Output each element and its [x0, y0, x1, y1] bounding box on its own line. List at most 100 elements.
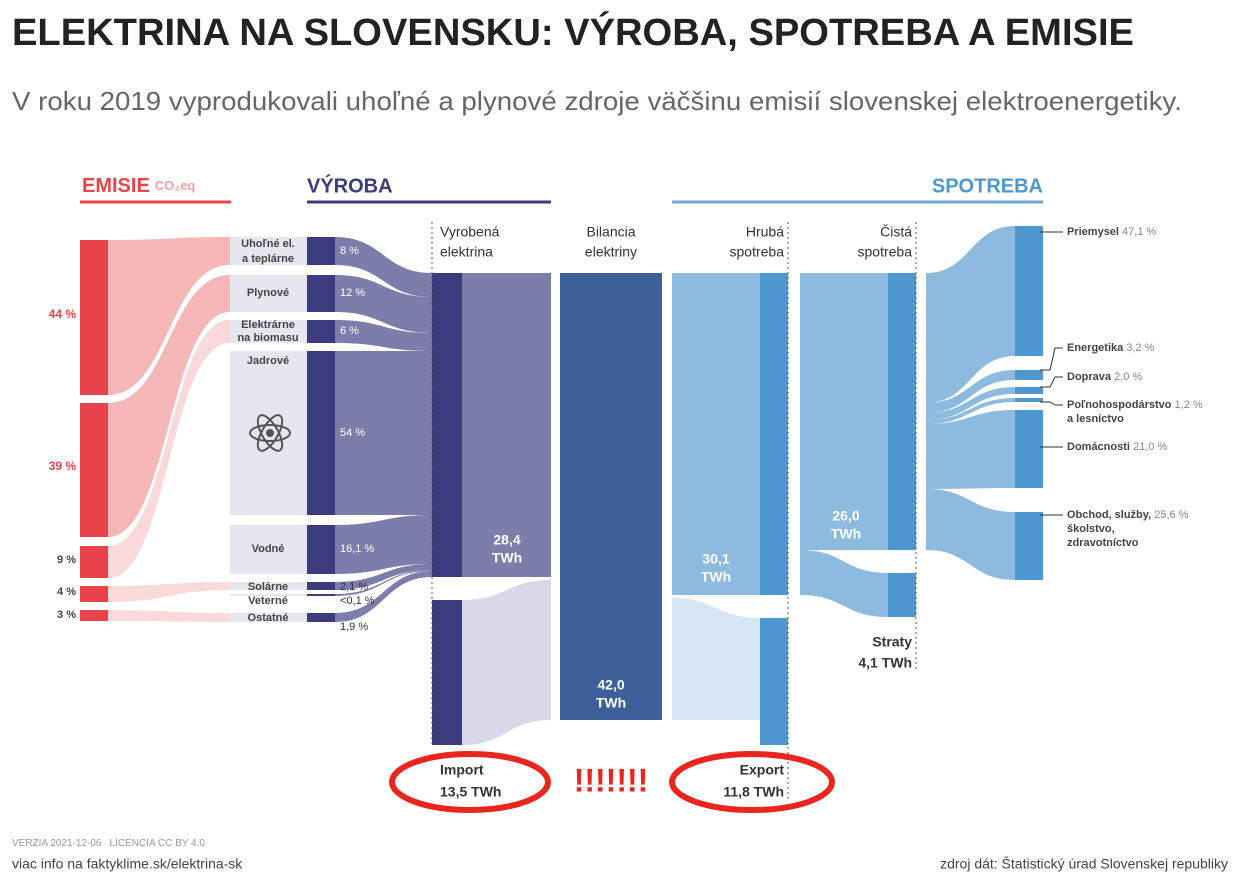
- sector-name: Energetika: [1067, 342, 1124, 354]
- sector-bar: [1015, 410, 1043, 488]
- sector-name: Priemysel: [1067, 226, 1119, 238]
- net-area: [800, 273, 888, 550]
- sector-bar: [1015, 512, 1043, 580]
- source-share: 2,1 %: [340, 581, 368, 593]
- production-flow: [335, 515, 432, 574]
- sector-label: a lesníctvo: [1067, 413, 1124, 425]
- sector-flow: [926, 370, 1015, 413]
- source-label: Plynové: [247, 287, 289, 299]
- emission-labels: 44 % 39 % 9 % 4 % 3 %: [49, 307, 77, 621]
- production-flow: [335, 564, 432, 590]
- source-label: Vodné: [252, 543, 285, 555]
- export-flow: [672, 598, 760, 720]
- column-label: Čistá: [880, 224, 912, 240]
- import-flow: [462, 580, 551, 745]
- source-label: na biomasu: [237, 332, 298, 344]
- column-value: TWh: [701, 569, 731, 585]
- emission-share: 4 %: [57, 586, 76, 598]
- sector-bar: [1015, 226, 1043, 356]
- source-label: Veterné: [248, 595, 288, 607]
- production-flow: [335, 571, 432, 622]
- source-label: Ostatné: [248, 612, 289, 624]
- column-label: elektrina: [440, 244, 493, 260]
- column-value: 30,1: [702, 551, 729, 567]
- source-label: Jadrové: [247, 355, 289, 367]
- footer-link[interactable]: viac info na faktyklime.sk/elektrina-sk: [12, 856, 243, 872]
- source-labels: Uhoľné el. a teplárne Plynové Elektrárne…: [237, 238, 374, 633]
- source-box: [230, 525, 307, 574]
- source-box: [230, 320, 307, 343]
- subtitle: V roku 2019 vyprodukovali uhoľné a plyno…: [12, 86, 1182, 116]
- sector-label: Doprava 2,0 %: [1067, 371, 1142, 383]
- license: LICENCIA CC BY 4.0: [110, 838, 206, 849]
- source-box: [230, 613, 307, 622]
- emission-bar: [80, 546, 108, 578]
- production-flow: [335, 570, 432, 596]
- source-share: 1,9 %: [340, 621, 368, 633]
- emission-share: 39 %: [49, 459, 77, 473]
- sector-label: Domácnosti 21,0 %: [1067, 441, 1167, 453]
- emission-bar: [80, 586, 108, 602]
- column-value: TWh: [596, 695, 626, 711]
- leader-line: [1040, 376, 1063, 388]
- column-value: 26,0: [832, 508, 859, 524]
- export-bar: [760, 618, 788, 745]
- column-label: Hrubá: [746, 224, 784, 240]
- source-share: 54 %: [340, 427, 365, 439]
- source-box: [230, 582, 307, 590]
- sector-flow: [926, 410, 1015, 489]
- footer: VERZIA 2021-12-06 LICENCIA CC BY 4.0 viac…: [12, 838, 1228, 872]
- emission-share: 44 %: [49, 307, 77, 321]
- sector-share: 3,2 %: [1126, 342, 1154, 354]
- sector-name: Domácnosti: [1067, 441, 1130, 453]
- emission-share: 3 %: [57, 609, 76, 621]
- shapes: [80, 200, 1063, 813]
- balance-bar: [560, 273, 662, 720]
- source-bar: [307, 594, 335, 596]
- source-share: <0,1 %: [340, 595, 375, 607]
- title: ELEKTRINA NA SLOVENSKU: VÝROBA, SPOTREBA…: [12, 10, 1134, 54]
- sector-share: 25,6 %: [1154, 509, 1188, 521]
- column-value: TWh: [492, 550, 522, 566]
- column-label: spotreba: [730, 244, 785, 260]
- emission-share: 9 %: [57, 554, 76, 566]
- losses-label: Straty: [872, 634, 912, 650]
- source-label: a teplárne: [242, 253, 294, 265]
- emission-bar: [80, 403, 108, 537]
- column-labels: Vyrobená elektrina Bilancia elektriny Hr…: [440, 224, 912, 800]
- source-share: 8 %: [340, 245, 359, 257]
- section-unit: CO₂eq: [155, 178, 196, 193]
- sector-label: Obchod, služby, 25,6 %: [1067, 509, 1189, 521]
- sector-label: školstvo,: [1067, 523, 1115, 535]
- sector-label: Poľnohospodárstvo 1,2 %: [1067, 399, 1203, 411]
- atom-icon: [256, 414, 284, 452]
- losses-value: 4,1 TWh: [858, 655, 912, 671]
- export-value: 11,8 TWh: [723, 784, 784, 800]
- source-bar: [307, 525, 335, 574]
- sector-area: [926, 273, 932, 550]
- sector-share: 2,0 %: [1114, 371, 1142, 383]
- column-label: spotreba: [858, 244, 913, 260]
- source-share: 12 %: [340, 287, 365, 299]
- alert: !!!!!!!: [574, 762, 649, 798]
- losses-flow: [800, 550, 888, 617]
- source-bar: [307, 320, 335, 343]
- sector-flow: [926, 387, 1015, 420]
- highlight: [389, 751, 551, 813]
- net-bar: [888, 273, 916, 550]
- emission-bar: [80, 240, 108, 395]
- sector-name: Obchod, služby,: [1067, 509, 1151, 521]
- emission-flow: [108, 582, 230, 602]
- source-box: [230, 275, 307, 312]
- sector-label: Energetika 3,2 %: [1067, 342, 1155, 354]
- section-emissions: EMISIE CO₂eq: [82, 175, 195, 197]
- sector-name: Poľnohospodárstvo: [1067, 399, 1172, 411]
- source-label: Solárne: [248, 581, 288, 593]
- source-bar: [307, 582, 335, 590]
- leader-line: [1040, 401, 1063, 406]
- column-value: 28,4: [493, 532, 520, 548]
- export-label: Export: [740, 762, 785, 778]
- gross-bar: [760, 273, 788, 595]
- column-label: elektriny: [585, 244, 637, 260]
